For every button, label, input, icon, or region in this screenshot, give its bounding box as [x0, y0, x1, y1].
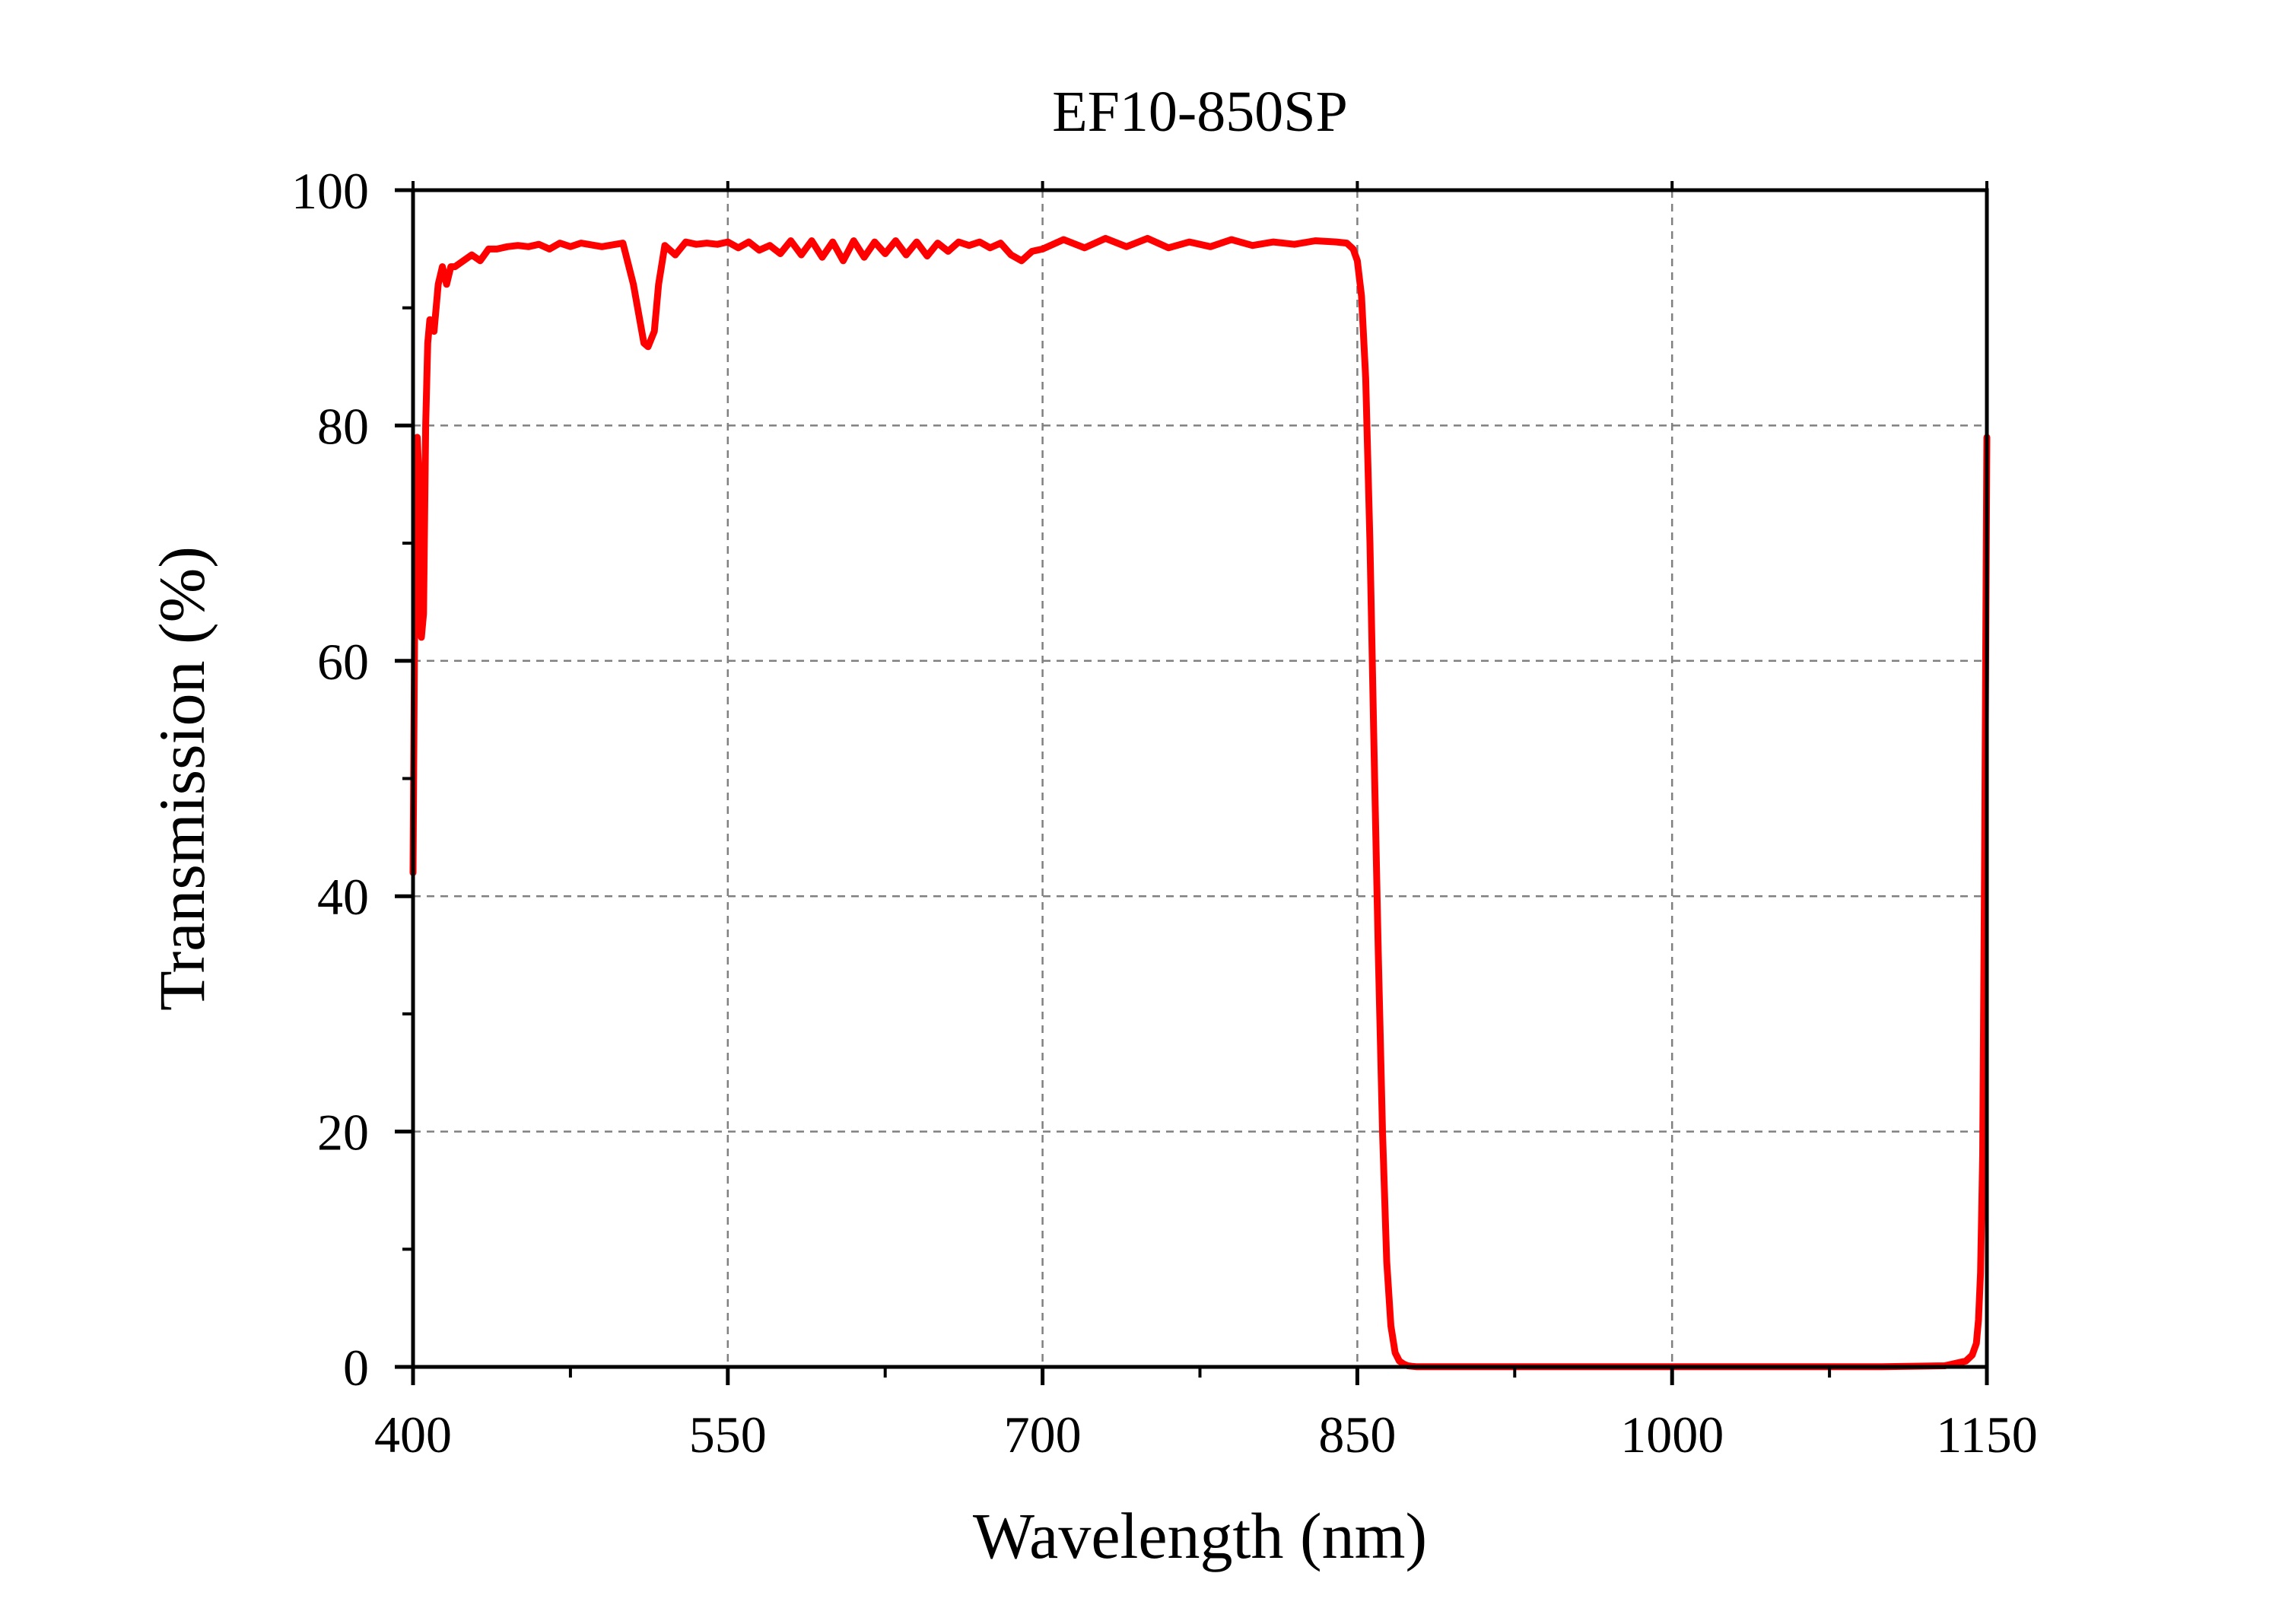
y-tick-label: 100	[291, 162, 369, 220]
y-tick-label: 80	[317, 397, 369, 455]
x-tick-label: 700	[1004, 1406, 1082, 1464]
plot-area	[409, 234, 1991, 1371]
y-tick-labels: 0 20 40 60 80 100	[291, 162, 369, 1397]
x-axis-title: Wavelength (nm)	[973, 1499, 1427, 1572]
x-tick-label: 400	[374, 1406, 452, 1464]
x-tick-label: 1150	[1936, 1406, 2037, 1464]
x-tick-label: 850	[1318, 1406, 1396, 1464]
y-tick-label: 20	[317, 1104, 369, 1162]
axis-ticks	[395, 181, 1989, 1385]
y-axis-title: Transmission (%)	[145, 546, 218, 1011]
x-tick-label: 1000	[1620, 1406, 1724, 1464]
y-tick-label: 40	[317, 868, 369, 926]
plot-frame	[411, 188, 1989, 1369]
grid-lines	[413, 190, 1987, 1367]
y-tick-label: 0	[343, 1339, 369, 1397]
x-tick-label: 550	[689, 1406, 767, 1464]
transmission-series-line	[409, 234, 1991, 1371]
y-tick-label: 60	[317, 633, 369, 691]
x-tick-labels: 400 550 700 850 1000 1150	[374, 1406, 2038, 1464]
chart-title: EF10-850SP	[1052, 80, 1348, 144]
